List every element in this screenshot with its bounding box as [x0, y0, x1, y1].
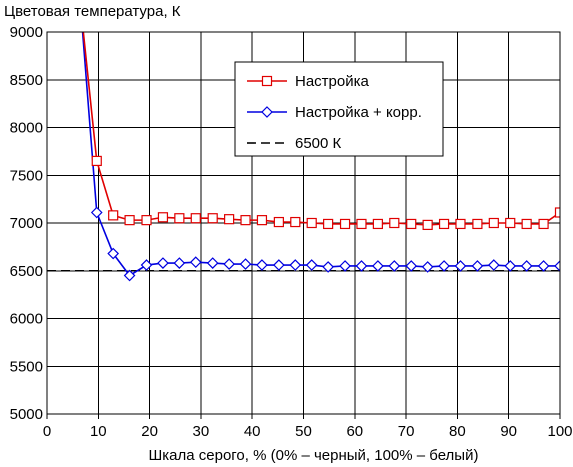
data-point	[189, 256, 202, 269]
data-point	[140, 259, 153, 271]
data-point	[405, 260, 418, 272]
data-point	[472, 218, 483, 230]
data-point	[173, 257, 186, 269]
data-point	[538, 218, 549, 230]
data-point	[323, 218, 334, 230]
data-point	[108, 210, 119, 221]
data-point	[273, 259, 285, 271]
data-point	[339, 260, 351, 272]
data-point	[355, 260, 368, 272]
y-tick-label: 8500	[10, 72, 43, 89]
x-tick-label: 30	[193, 423, 210, 440]
data-point	[157, 257, 169, 269]
x-tick-label: 0	[43, 423, 51, 440]
y-axis-title: Цветовая температура, К	[4, 3, 181, 20]
legend-entry: Настройка	[247, 73, 370, 90]
data-point	[422, 219, 433, 231]
data-point	[305, 259, 318, 271]
data-point	[389, 217, 400, 229]
data-point	[471, 260, 484, 272]
data-point	[91, 155, 102, 167]
data-point	[554, 207, 560, 218]
y-tick-label: 5000	[10, 406, 43, 423]
x-tick-label: 70	[398, 423, 415, 440]
data-point	[90, 206, 103, 219]
data-point	[273, 216, 284, 228]
x-tick-label: 40	[244, 423, 261, 440]
x-axis-title: Шкала серого, % (0% – черный, 100% – бел…	[149, 447, 479, 464]
data-point	[306, 217, 317, 229]
series-1	[82, 32, 560, 231]
data-point	[455, 218, 466, 230]
data-point	[141, 215, 152, 226]
x-tick-label: 90	[500, 423, 517, 440]
legend: Настройка Настройка + корр. 6500 К	[234, 61, 444, 157]
data-point	[505, 217, 516, 229]
x-tick-label: 50	[295, 423, 312, 440]
legend-entry: Настройка + корр.	[247, 104, 422, 121]
data-point	[206, 257, 219, 269]
data-point	[520, 260, 533, 272]
data-point	[123, 269, 136, 282]
legend-entry: 6500 К	[247, 135, 342, 152]
x-tick-label: 10	[90, 423, 107, 440]
axes: 5000 5500 6000 6500 7000 7500 8000 8500 9000 0 10 2…	[10, 24, 573, 440]
y-tick-label: 6000	[10, 311, 43, 328]
legend-label: Настройка	[295, 73, 370, 90]
data-point	[322, 261, 334, 273]
data-point	[438, 218, 450, 230]
data-point	[487, 259, 500, 271]
plot-frame	[46, 31, 561, 415]
data-point	[256, 215, 268, 226]
data-point	[124, 215, 135, 226]
legend-marker	[261, 75, 273, 87]
data-point	[388, 260, 401, 272]
data-point	[240, 215, 251, 226]
data-point	[372, 260, 384, 272]
data-point	[256, 259, 268, 271]
y-tick-label: 5500	[10, 358, 43, 375]
x-tick-label: 60	[346, 423, 363, 440]
data-point	[454, 260, 467, 272]
data-point	[224, 214, 235, 225]
data-point	[537, 260, 550, 272]
series-2	[81, 32, 560, 282]
x-tick-label: 80	[449, 423, 466, 440]
data-point	[289, 259, 302, 271]
data-point	[521, 218, 532, 230]
legend-marker	[261, 106, 273, 118]
legend-label: Настройка + корр.	[295, 104, 422, 121]
data-point	[157, 212, 169, 223]
data-point	[554, 260, 560, 272]
data-point	[406, 218, 417, 230]
x-tick-label: 20	[141, 423, 158, 440]
data-point	[290, 216, 301, 228]
data-point	[488, 217, 499, 229]
data-point	[504, 260, 517, 272]
legend-label: 6500 К	[295, 135, 342, 152]
data-point	[438, 260, 450, 272]
data-point	[239, 258, 252, 270]
data-point	[339, 218, 351, 230]
y-tick-label: 7000	[10, 215, 43, 232]
data-point	[223, 258, 235, 270]
y-tick-label: 6500	[10, 263, 43, 280]
data-point	[372, 218, 383, 230]
data-point	[356, 218, 367, 230]
data-point	[174, 213, 185, 224]
data-point	[107, 247, 120, 260]
data-point	[190, 213, 201, 224]
series-layer	[47, 32, 560, 282]
y-tick-label: 7500	[10, 167, 43, 184]
x-tick-label: 100	[547, 423, 572, 440]
data-point	[207, 213, 218, 224]
y-tick-label: 8000	[10, 120, 43, 137]
data-point	[421, 261, 434, 273]
y-tick-label: 9000	[10, 24, 43, 41]
